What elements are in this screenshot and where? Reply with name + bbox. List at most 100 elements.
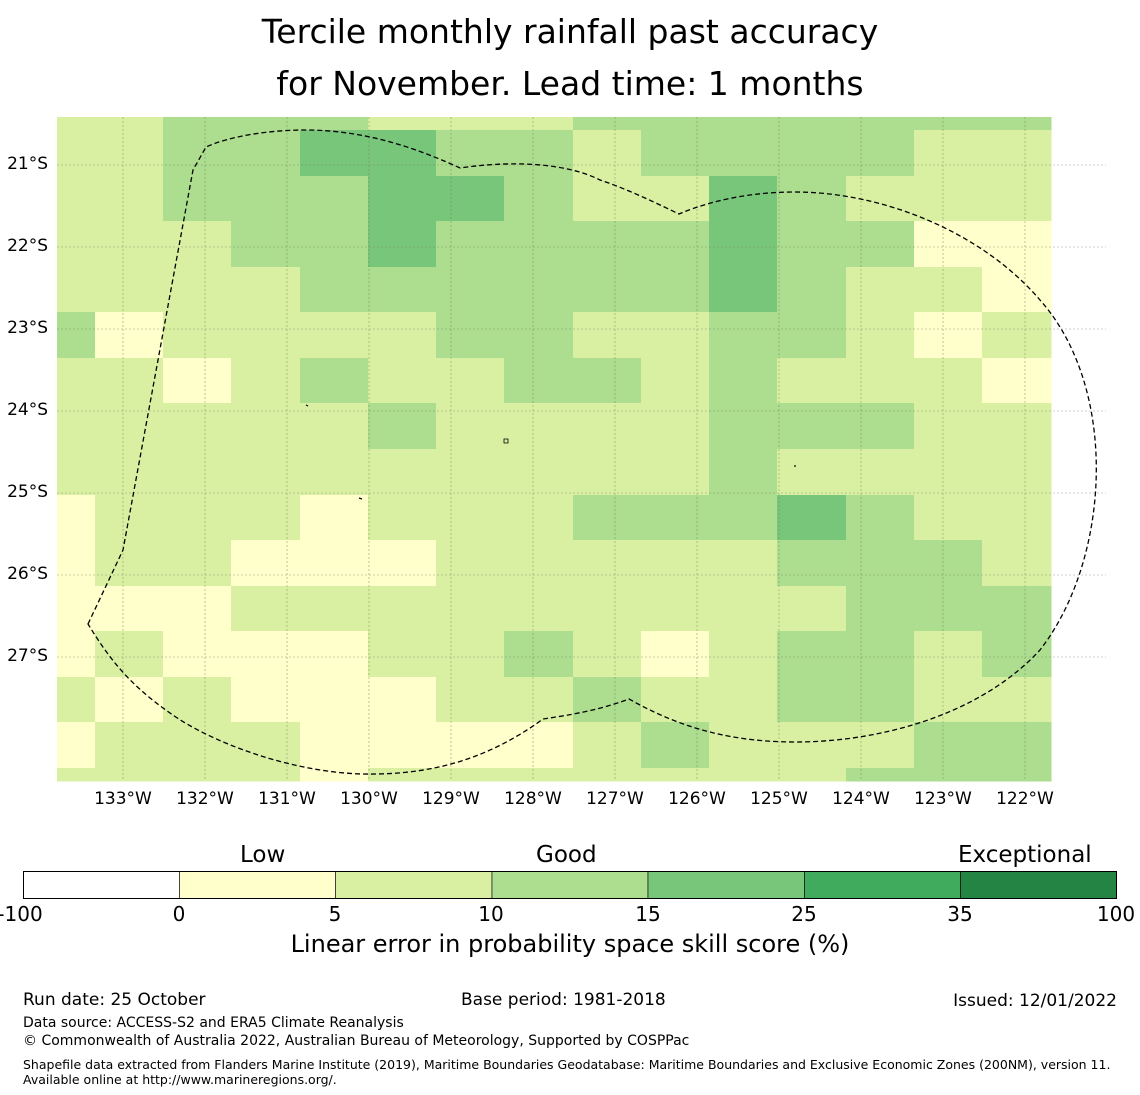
title-line-1: Tercile monthly rainfall past accuracy — [261, 12, 879, 51]
grid-cell — [709, 540, 778, 587]
grid-cell — [846, 495, 915, 541]
lon-label: 126°W — [668, 789, 726, 809]
grid-cell — [95, 768, 164, 782]
grid-cell — [300, 677, 369, 723]
lat-label: 25°S — [7, 482, 48, 502]
grid-cell — [368, 677, 437, 723]
grid-cell — [57, 586, 96, 632]
grid-cell — [163, 267, 232, 313]
lon-label: 131°W — [258, 789, 316, 809]
grid-cell — [231, 677, 301, 723]
lon-label: 122°W — [996, 789, 1054, 809]
grid-cell — [163, 631, 232, 678]
lon-label: 127°W — [586, 789, 644, 809]
grid-cell — [95, 358, 164, 404]
grid-cell — [436, 130, 505, 177]
grid-cell — [300, 449, 369, 496]
grid-cell — [709, 176, 778, 222]
lon-label: 125°W — [750, 789, 808, 809]
grid-cell — [573, 358, 642, 404]
grid-cell — [641, 176, 710, 222]
grid-cell — [163, 677, 232, 723]
grid-cell — [914, 495, 983, 541]
colorbar — [23, 871, 1117, 899]
grid-cell — [641, 631, 710, 678]
base-period: Base period: 1981-2018 — [461, 990, 666, 1010]
grid-cell — [914, 176, 983, 222]
grid-cell — [573, 221, 642, 268]
island-mark — [503, 438, 509, 444]
grid-cell — [436, 358, 505, 404]
grid-cell — [436, 722, 505, 769]
grid-cell — [641, 221, 710, 268]
grid-cell — [163, 117, 232, 131]
grid-cell — [504, 117, 574, 131]
grid-cell — [57, 117, 96, 131]
grid-cell — [573, 722, 642, 769]
grid-cell — [846, 722, 915, 769]
grid-cell — [777, 117, 847, 131]
grid-cell — [368, 449, 437, 496]
grid-cell — [709, 631, 778, 678]
grid-cell — [163, 312, 232, 359]
colorbar-swatch — [647, 871, 805, 899]
grid-cell — [777, 631, 847, 678]
grid-cell — [95, 586, 164, 632]
grid-cell — [914, 130, 983, 177]
grid-cell — [777, 540, 847, 587]
grid-cell — [300, 267, 369, 313]
grid-cell — [300, 130, 369, 177]
chart-title: Tercile monthly rainfall past accuracy f… — [0, 6, 1140, 110]
grid-cell — [504, 312, 574, 359]
grid-cell — [504, 677, 574, 723]
lon-label: 133°W — [94, 789, 152, 809]
shapefile-credit: Shapefile data extracted from Flanders M… — [23, 1057, 1111, 1087]
island-mark — [305, 404, 309, 407]
grid-cell — [846, 449, 915, 496]
grid-cell — [436, 495, 505, 541]
grid-cell — [846, 768, 915, 782]
lat-label: 22°S — [7, 236, 48, 256]
grid-cell — [300, 221, 369, 268]
grid-cell — [641, 768, 710, 782]
grid-cell — [57, 312, 96, 359]
grid-cell — [914, 221, 983, 268]
grid-cell — [300, 722, 369, 769]
grid-cell — [95, 631, 164, 678]
grid-cell — [95, 176, 164, 222]
grid-cell — [504, 768, 574, 782]
grid-cell — [57, 540, 96, 587]
colorbar-category-good: Good — [536, 842, 597, 868]
grid-cell — [368, 586, 437, 632]
grid-cell — [982, 768, 1052, 782]
grid-cell — [846, 130, 915, 177]
grid-cell — [57, 768, 96, 782]
grid-cell — [163, 449, 232, 496]
colorbar-tick: -100 — [0, 902, 43, 926]
grid-cell — [982, 312, 1052, 359]
grid-cell — [846, 631, 915, 678]
lat-label: 27°S — [7, 646, 48, 666]
grid-cell — [368, 176, 437, 222]
grid-cell — [368, 130, 437, 177]
grid-cell — [504, 267, 574, 313]
grid-cell — [95, 117, 164, 131]
grid-cell — [368, 768, 437, 782]
grid-cell — [57, 631, 96, 678]
grid-cell — [982, 221, 1052, 268]
grid-cell — [57, 358, 96, 404]
grid-cell — [436, 176, 505, 222]
data-source: Data source: ACCESS-S2 and ERA5 Climate … — [23, 1015, 404, 1031]
grid-cell — [231, 449, 301, 496]
grid-cell — [95, 221, 164, 268]
grid-cell — [504, 221, 574, 268]
grid-cell — [914, 631, 983, 678]
grid-cell — [436, 221, 505, 268]
grid-cell — [982, 117, 1052, 131]
colorbar-category-exceptional: Exceptional — [958, 842, 1092, 868]
grid-cell — [300, 768, 369, 782]
grid-cell — [982, 495, 1052, 541]
grid-cell — [846, 117, 915, 131]
grid-cell — [641, 312, 710, 359]
grid-cell — [231, 221, 301, 268]
